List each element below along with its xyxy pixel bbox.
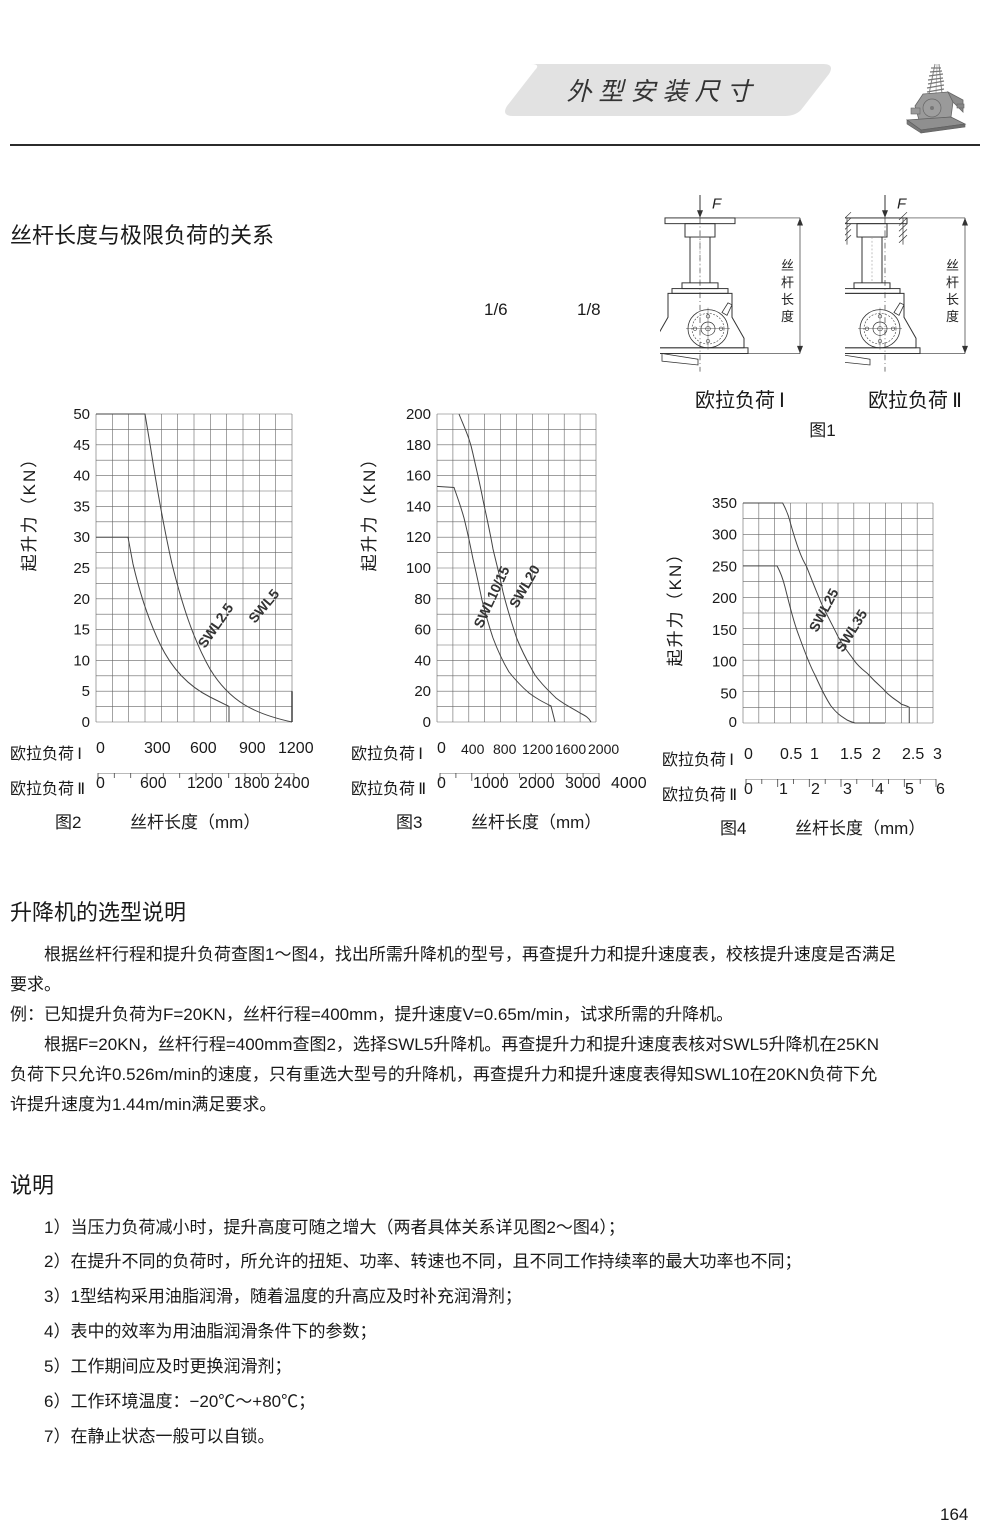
- svg-text:0: 0: [729, 714, 737, 731]
- svg-text:180: 180: [406, 437, 431, 454]
- svg-text:100: 100: [712, 654, 737, 671]
- svg-text:250: 250: [712, 558, 737, 575]
- svg-text:F: F: [712, 197, 722, 213]
- svg-text:160: 160: [406, 468, 431, 485]
- svg-text:350: 350: [712, 495, 737, 512]
- svg-text:300: 300: [712, 527, 737, 544]
- svg-text:50: 50: [720, 685, 737, 702]
- svg-text:F: F: [897, 197, 907, 213]
- svg-text:200: 200: [712, 590, 737, 607]
- svg-text:SWL25: SWL25: [806, 585, 842, 634]
- svg-text:200: 200: [406, 406, 431, 423]
- svg-text:150: 150: [712, 622, 737, 639]
